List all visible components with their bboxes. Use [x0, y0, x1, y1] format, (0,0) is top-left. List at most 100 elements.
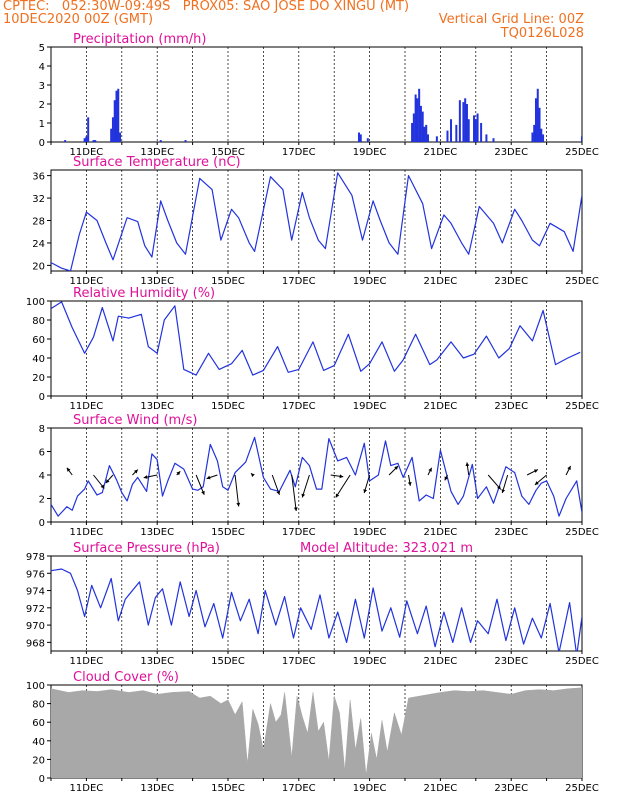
x-tick-label: 23DEC	[494, 783, 528, 794]
precip-bar	[492, 138, 495, 142]
precip-bar	[531, 132, 534, 142]
x-tick-label: 21DEC	[424, 527, 458, 538]
x-tick-label: 11DEC	[70, 783, 104, 794]
x-tick-label: 15DEC	[211, 656, 245, 667]
panel-title-cloud: Cloud Cover (%)	[73, 670, 179, 685]
plot-area-wind	[51, 436, 582, 517]
y-tick-label: 2	[39, 495, 45, 506]
x-tick-label: 23DEC	[494, 276, 528, 287]
y-tick-label: 36	[32, 172, 45, 183]
panel-title-precip: Precipitation (mm/h)	[73, 32, 206, 47]
y-tick-label: 0	[39, 774, 45, 785]
panel-title-pres: Surface Pressure (hPa)	[73, 541, 220, 556]
wind-vector-head	[407, 482, 412, 486]
y-tick-label: 20	[32, 755, 45, 766]
precip-bar	[455, 124, 458, 142]
precip-bar	[542, 134, 545, 142]
x-tick-label: 13DEC	[140, 783, 174, 794]
precip-bar	[184, 140, 187, 142]
y-tick-label: 0	[39, 138, 45, 149]
panel-title-rh: Relative Humidity (%)	[73, 286, 215, 301]
x-tick-label: 11DEC	[70, 656, 104, 667]
precip-bar	[94, 140, 97, 142]
x-tick-label: 17DEC	[282, 783, 316, 794]
precip-bar	[473, 115, 476, 142]
precip-bar	[536, 88, 539, 142]
x-tick-label: 23DEC	[494, 401, 528, 412]
y-tick-label: 4	[39, 62, 45, 73]
wind-vector-head	[394, 466, 399, 470]
wind-vector-head	[143, 475, 148, 479]
panel-title-wind: Surface Wind (m/s)	[73, 413, 197, 428]
x-tick-label: 15DEC	[211, 147, 245, 158]
y-tick-label: 80	[32, 700, 45, 711]
panel-title-temp: Surface Temperature (nC)	[73, 155, 241, 170]
series-line-pres	[51, 568, 582, 651]
x-tick-label: 25DEC	[565, 527, 599, 538]
x-tick-label: 11DEC	[70, 276, 104, 287]
precip-bar	[421, 111, 424, 142]
wind-vector-head	[236, 502, 241, 507]
y-tick-label: 20	[32, 373, 45, 384]
y-tick-label: 100	[26, 297, 45, 308]
x-tick-label: 13DEC	[140, 401, 174, 412]
x-tick-label: 19DEC	[353, 276, 387, 287]
x-tick-label: 21DEC	[424, 656, 458, 667]
wind-vector-head	[100, 484, 105, 489]
panel-wind	[47, 427, 583, 525]
plot-area-precip	[64, 88, 582, 142]
precip-bar	[458, 100, 461, 142]
precip-bar	[435, 136, 438, 142]
x-tick-label: 15DEC	[211, 401, 245, 412]
wind-vector	[291, 474, 297, 512]
x-tick-label: 23DEC	[494, 656, 528, 667]
x-tick-label: 17DEC	[282, 147, 316, 158]
x-tick-label: 21DEC	[424, 276, 458, 287]
x-tick-label: 25DEC	[565, 147, 599, 158]
y-tick-label: 2	[39, 100, 45, 111]
x-tick-label: 19DEC	[353, 783, 387, 794]
y-tick-label: 974	[26, 587, 45, 598]
wind-vector-head	[201, 490, 205, 495]
wind-vector-head	[465, 462, 470, 467]
precip-bar	[476, 113, 479, 142]
precip-bar	[467, 119, 470, 142]
y-tick-label: 6	[39, 448, 45, 459]
wind-vector-head	[133, 469, 138, 474]
wind-vector-head	[497, 485, 501, 490]
y-tick-label: 8	[39, 424, 45, 435]
wind-vector-head	[428, 467, 432, 472]
x-tick-label: 15DEC	[211, 783, 245, 794]
y-tick-label: 3	[39, 81, 45, 92]
wind-vector-head	[105, 479, 110, 484]
plot-area-cloud	[51, 687, 582, 778]
precip-bar	[446, 130, 449, 142]
y-tick-label: 5	[39, 43, 45, 54]
model-altitude-note: Model Altitude: 323.021 m	[300, 541, 473, 556]
x-tick-label: 19DEC	[353, 401, 387, 412]
y-tick-label: 978	[26, 552, 45, 563]
plot-frame	[50, 169, 583, 272]
x-tick-label: 17DEC	[282, 276, 316, 287]
precip-bar	[87, 117, 90, 142]
precip-bar	[538, 107, 541, 142]
precip-bar	[119, 132, 122, 142]
x-tick-label: 25DEC	[565, 401, 599, 412]
y-tick-label: 972	[26, 604, 45, 615]
plot-frame	[50, 427, 583, 523]
panel-precip	[47, 46, 583, 145]
precip-bar	[412, 113, 415, 142]
wind-vector-head	[206, 475, 211, 480]
wind-vector	[271, 474, 280, 495]
x-tick-label: 25DEC	[565, 783, 599, 794]
y-tick-label: 60	[32, 335, 45, 346]
precip-bar	[534, 98, 537, 142]
x-tick-label: 23DEC	[494, 527, 528, 538]
y-tick-label: 976	[26, 569, 45, 580]
x-tick-label: 21DEC	[424, 783, 458, 794]
y-tick-label: 80	[32, 316, 45, 327]
precip-bar	[117, 88, 120, 142]
plot-frame	[50, 555, 583, 652]
precip-bar	[416, 98, 419, 142]
y-tick-label: 60	[32, 718, 45, 729]
